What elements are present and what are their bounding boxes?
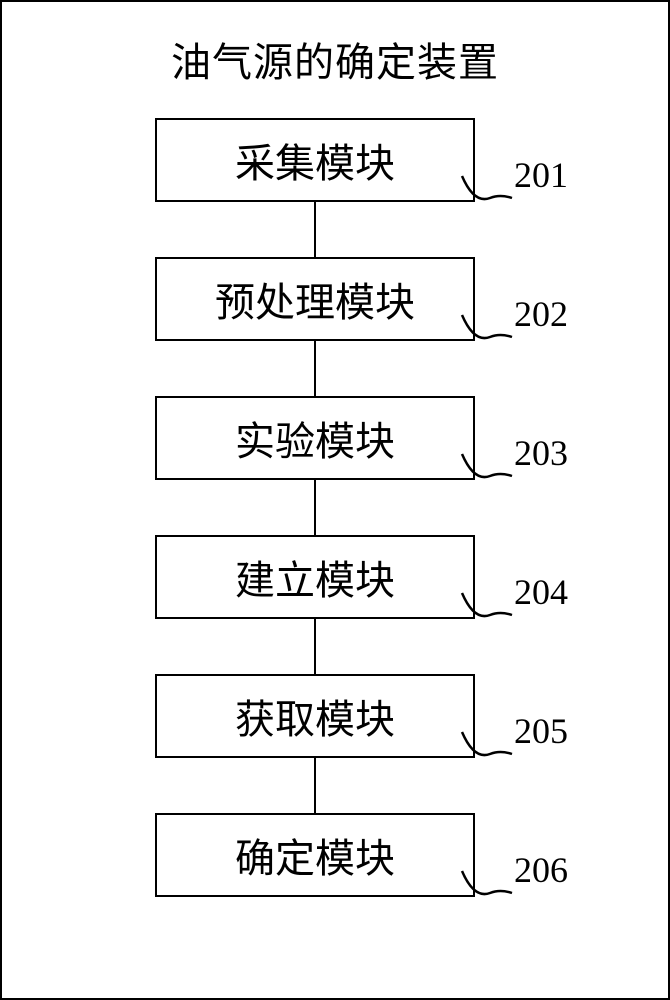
leader-curve-icon — [460, 313, 516, 353]
ref-number: 203 — [514, 432, 568, 474]
module-row: 采集模块 201 — [2, 118, 668, 202]
module-box: 确定模块 — [155, 813, 475, 897]
leader-curve-icon — [460, 869, 516, 909]
diagram-title: 油气源的确定装置 — [171, 30, 499, 88]
ref-number: 205 — [514, 710, 568, 752]
leader-curve-icon — [460, 452, 516, 492]
ref-number: 204 — [514, 571, 568, 613]
leader-curve-icon — [460, 591, 516, 631]
leader-curve-icon — [460, 730, 516, 770]
module-row: 获取模块 205 — [2, 674, 668, 758]
module-box: 采集模块 — [155, 118, 475, 202]
module-box: 建立模块 — [155, 535, 475, 619]
connector-line — [314, 202, 316, 257]
diagram-frame: 油气源的确定装置 采集模块 201 预处理模块 202 实验模块 203 — [0, 0, 670, 1000]
module-box: 获取模块 — [155, 674, 475, 758]
module-row: 建立模块 204 — [2, 535, 668, 619]
module-box: 预处理模块 — [155, 257, 475, 341]
module-row: 预处理模块 202 — [2, 257, 668, 341]
leader-curve-icon — [460, 174, 516, 214]
connector-line — [314, 480, 316, 535]
ref-number: 202 — [514, 293, 568, 335]
ref-number: 206 — [514, 849, 568, 891]
connector-line — [314, 341, 316, 396]
module-box: 实验模块 — [155, 396, 475, 480]
connector-line — [314, 619, 316, 674]
connector-line — [314, 758, 316, 813]
ref-number: 201 — [514, 154, 568, 196]
module-row: 实验模块 203 — [2, 396, 668, 480]
module-row: 确定模块 206 — [2, 813, 668, 897]
